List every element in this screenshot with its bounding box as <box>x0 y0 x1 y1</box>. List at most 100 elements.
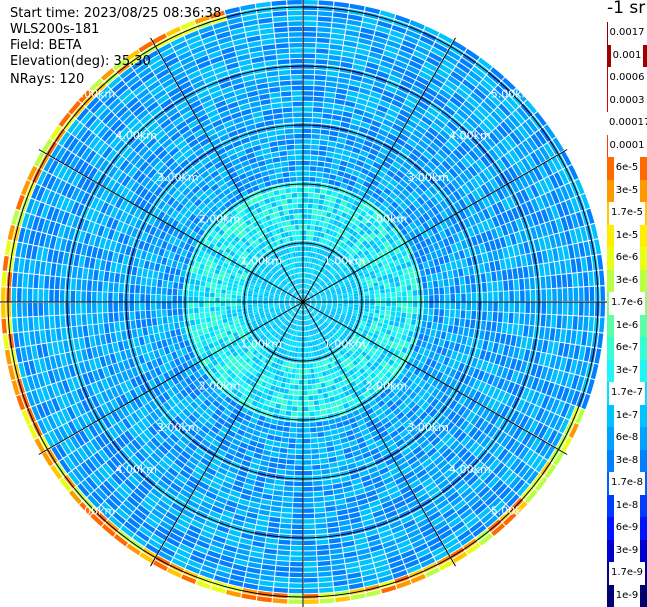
range-gate-cell <box>183 534 198 544</box>
range-gate-cell <box>463 207 472 218</box>
range-gate-cell <box>305 315 308 320</box>
range-gate-cell <box>354 302 359 305</box>
range-gate-cell <box>392 386 401 394</box>
range-gate-cell <box>296 433 303 438</box>
range-gate-cell <box>565 404 575 420</box>
range-gate-cell <box>283 486 294 492</box>
range-gate-cell <box>506 493 520 508</box>
range-gate-cell <box>341 212 348 219</box>
range-gate-cell <box>551 156 563 171</box>
range-gate-cell <box>502 490 516 504</box>
range-gate-cell <box>331 373 337 379</box>
range-gate-cell <box>375 293 380 298</box>
range-gate-cell <box>463 218 471 229</box>
range-gate-cell <box>317 333 321 339</box>
range-gate-cell <box>253 535 266 543</box>
range-gate-cell <box>411 538 426 549</box>
range-gate-cell <box>349 439 358 447</box>
range-gate-cell <box>333 264 339 270</box>
range-gate-cell <box>277 463 286 470</box>
range-gate-cell <box>289 329 293 334</box>
range-gate-cell <box>330 311 336 315</box>
range-gate-cell <box>308 193 315 198</box>
range-gate-cell <box>477 211 486 222</box>
range-gate-cell <box>362 284 368 289</box>
range-gate-cell <box>385 306 391 311</box>
range-gate-cell <box>238 411 246 419</box>
range-gate-cell <box>443 279 449 287</box>
range-gate-cell <box>328 418 336 425</box>
range-gate-cell <box>330 337 335 343</box>
range-gate-cell <box>486 114 499 128</box>
range-gate-cell <box>387 554 402 564</box>
range-gate-cell <box>322 285 328 289</box>
range-gate-cell <box>518 243 525 255</box>
range-gate-cell <box>237 311 243 316</box>
range-gate-cell <box>413 367 421 376</box>
range-gate-cell <box>393 529 407 539</box>
range-gate-cell <box>316 534 328 540</box>
range-gate-cell <box>247 445 256 452</box>
range-gate-cell <box>300 304 302 309</box>
range-gate-cell <box>487 374 495 385</box>
range-gate-cell <box>287 373 292 379</box>
range-gate-cell <box>410 278 417 285</box>
range-gate-cell <box>507 269 513 280</box>
range-gate-cell <box>341 385 348 392</box>
range-gate-cell <box>345 457 355 465</box>
range-gate-cell <box>476 83 490 97</box>
range-gate-cell <box>348 355 355 362</box>
range-gate-cell <box>324 347 329 353</box>
range-gate-cell <box>287 339 291 345</box>
range-gate-cell <box>341 324 347 330</box>
range-gate-cell <box>158 551 173 562</box>
range-gate-cell <box>336 291 342 295</box>
range-gate-cell <box>399 415 409 424</box>
range-gate-cell <box>498 302 504 312</box>
range-gate-cell <box>512 244 520 257</box>
range-gate-cell <box>401 376 409 384</box>
range-gate-cell <box>330 268 335 274</box>
range-gate-cell <box>420 193 430 202</box>
range-gate-cell <box>436 178 446 189</box>
range-gate-cell <box>540 366 549 380</box>
range-gate-cell <box>542 427 553 442</box>
range-gate-cell <box>428 244 435 253</box>
range-gate-cell <box>315 316 319 321</box>
range-gate-cell <box>441 433 452 444</box>
range-gate-cell <box>333 360 339 366</box>
range-gate-cell <box>306 363 310 369</box>
range-gate-cell <box>533 239 541 252</box>
range-gate-cell <box>340 397 348 404</box>
range-gate-cell <box>471 302 477 311</box>
range-gate-cell <box>282 360 287 367</box>
range-gate-cell <box>487 292 493 302</box>
range-gate-cell <box>423 246 430 255</box>
range-gate-cell <box>273 441 281 447</box>
range-gate-cell <box>277 347 283 353</box>
range-gate-cell <box>351 478 362 485</box>
data-sectors <box>1 0 605 604</box>
range-gate-cell <box>294 330 297 336</box>
range-gate-cell <box>409 479 421 489</box>
range-gate-cell <box>320 267 325 273</box>
range-gate-cell <box>354 265 361 271</box>
range-gate-cell <box>326 305 332 308</box>
range-gate-cell <box>439 503 453 515</box>
range-gate-cell <box>503 302 509 313</box>
range-gate-cell <box>577 316 584 331</box>
range-gate-cell <box>374 175 383 183</box>
range-gate-cell <box>570 258 577 273</box>
range-gate-cell <box>355 341 361 347</box>
range-gate-cell <box>337 387 344 394</box>
range-gate-cell <box>330 277 335 282</box>
range-gate-cell <box>363 579 379 587</box>
range-gate-cell <box>374 421 383 429</box>
range-gate-cell <box>406 119 418 129</box>
range-gate-cell <box>230 425 239 433</box>
range-gate-cell <box>338 432 347 439</box>
range-gate-cell <box>457 529 472 542</box>
range-gate-cell <box>268 462 278 469</box>
range-gate-cell <box>331 477 342 484</box>
range-gate-cell <box>266 434 275 441</box>
